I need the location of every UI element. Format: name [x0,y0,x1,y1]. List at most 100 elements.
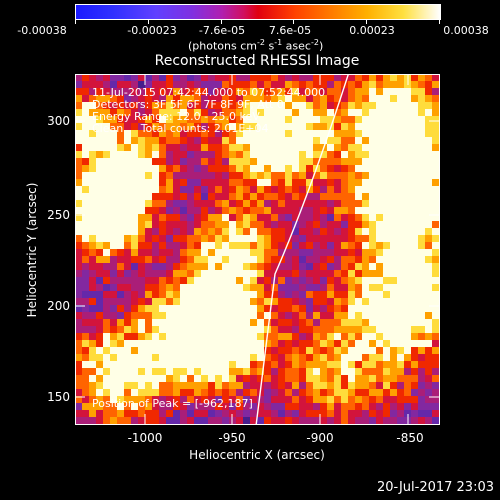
heatmap-pixel [299,403,306,410]
heatmap-pixel [432,116,439,123]
heatmap-pixel [383,130,390,137]
heatmap-pixel [425,263,432,270]
heatmap-pixel [327,88,334,95]
heatmap-pixel [117,277,124,284]
heatmap-pixel [341,95,348,102]
heatmap-pixel [383,228,390,235]
heatmap-pixel [208,375,215,382]
heatmap-pixel [173,340,180,347]
heatmap-pixel [89,193,96,200]
heatmap-pixel [138,130,145,137]
heatmap-pixel [173,249,180,256]
heatmap-pixel [194,263,201,270]
heatmap-pixel [82,221,89,228]
heatmap-pixel [418,361,425,368]
heatmap-pixel [334,284,341,291]
heatmap-pixel [173,298,180,305]
heatmap-pixel [376,95,383,102]
heatmap-pixel [166,305,173,312]
heatmap-pixel [285,319,292,326]
heatmap-pixel [418,389,425,396]
heatmap-pixel [103,284,110,291]
heatmap-pixel [299,81,306,88]
heatmap-pixel [299,214,306,221]
heatmap-pixel [313,109,320,116]
heatmap-pixel [96,312,103,319]
heatmap-pixel [418,228,425,235]
heatmap-pixel [390,228,397,235]
heatmap-pixel [208,214,215,221]
heatmap-pixel [117,207,124,214]
heatmap-pixel [131,193,138,200]
heatmap-pixel [215,102,222,109]
heatmap-pixel [96,214,103,221]
heatmap-pixel [131,354,138,361]
heatmap-pixel [285,382,292,389]
heatmap-pixel [320,277,327,284]
heatmap-pixel [390,284,397,291]
heatmap-pixel [222,221,229,228]
heatmap-pixel [313,298,320,305]
heatmap-pixel [390,179,397,186]
heatmap-pixel [201,396,208,403]
heatmap-pixel [138,88,145,95]
heatmap-pixel [348,354,355,361]
heatmap-pixel [222,116,229,123]
heatmap-pixel [131,270,138,277]
heatmap-pixel [243,165,250,172]
heatmap-pixel [89,326,96,333]
heatmap-pixel [75,172,82,179]
heatmap-pixel [264,312,271,319]
heatmap-pixel [159,375,166,382]
heatmap-pixel [425,207,432,214]
heatmap-pixel [103,312,110,319]
heatmap-pixel [376,333,383,340]
heatmap-pixel [145,256,152,263]
heatmap-pixel [257,284,264,291]
heatmap-pixel [229,305,236,312]
heatmap-pixel [341,74,348,81]
heatmap-pixel [103,193,110,200]
heatmap-pixel [236,165,243,172]
heatmap-pixel [306,200,313,207]
heatmap-pixel [250,221,257,228]
heatmap-pixel [89,95,96,102]
heatmap-pixel [285,228,292,235]
heatmap-pixel [404,270,411,277]
heatmap-pixel [124,298,131,305]
heatmap-pixel [348,193,355,200]
heatmap-pixel [355,270,362,277]
heatmap-pixel [145,214,152,221]
heatmap-pixel [180,417,187,424]
heatmap-pixel [397,165,404,172]
colorbar-label: -7.6e-05 [198,24,246,37]
heatmap-pixel [397,186,404,193]
heatmap-pixel [348,214,355,221]
heatmap-pixel [124,242,131,249]
heatmap-pixel [89,130,96,137]
heatmap-pixel [180,312,187,319]
heatmap-pixel [208,130,215,137]
heatmap-pixel [243,312,250,319]
heatmap-pixel [159,305,166,312]
heatmap-pixel [208,158,215,165]
heatmap-pixel [236,186,243,193]
heatmap-pixel [299,179,306,186]
heatmap-pixel [180,137,187,144]
heatmap-pixel [187,109,194,116]
heatmap-pixel [138,221,145,228]
heatmap-pixel [201,277,208,284]
heatmap-pixel [187,354,194,361]
heatmap-pixel [425,116,432,123]
heatmap-pixel [117,410,124,417]
heatmap-pixel [348,179,355,186]
heatmap-pixel [152,74,159,81]
heatmap-pixel [96,221,103,228]
heatmap-pixel [208,410,215,417]
heatmap-pixel [383,165,390,172]
heatmap-pixel [117,298,124,305]
heatmap-pixel [89,235,96,242]
heatmap-pixel [257,144,264,151]
heatmap-pixel [285,74,292,81]
heatmap-pixel [369,186,376,193]
